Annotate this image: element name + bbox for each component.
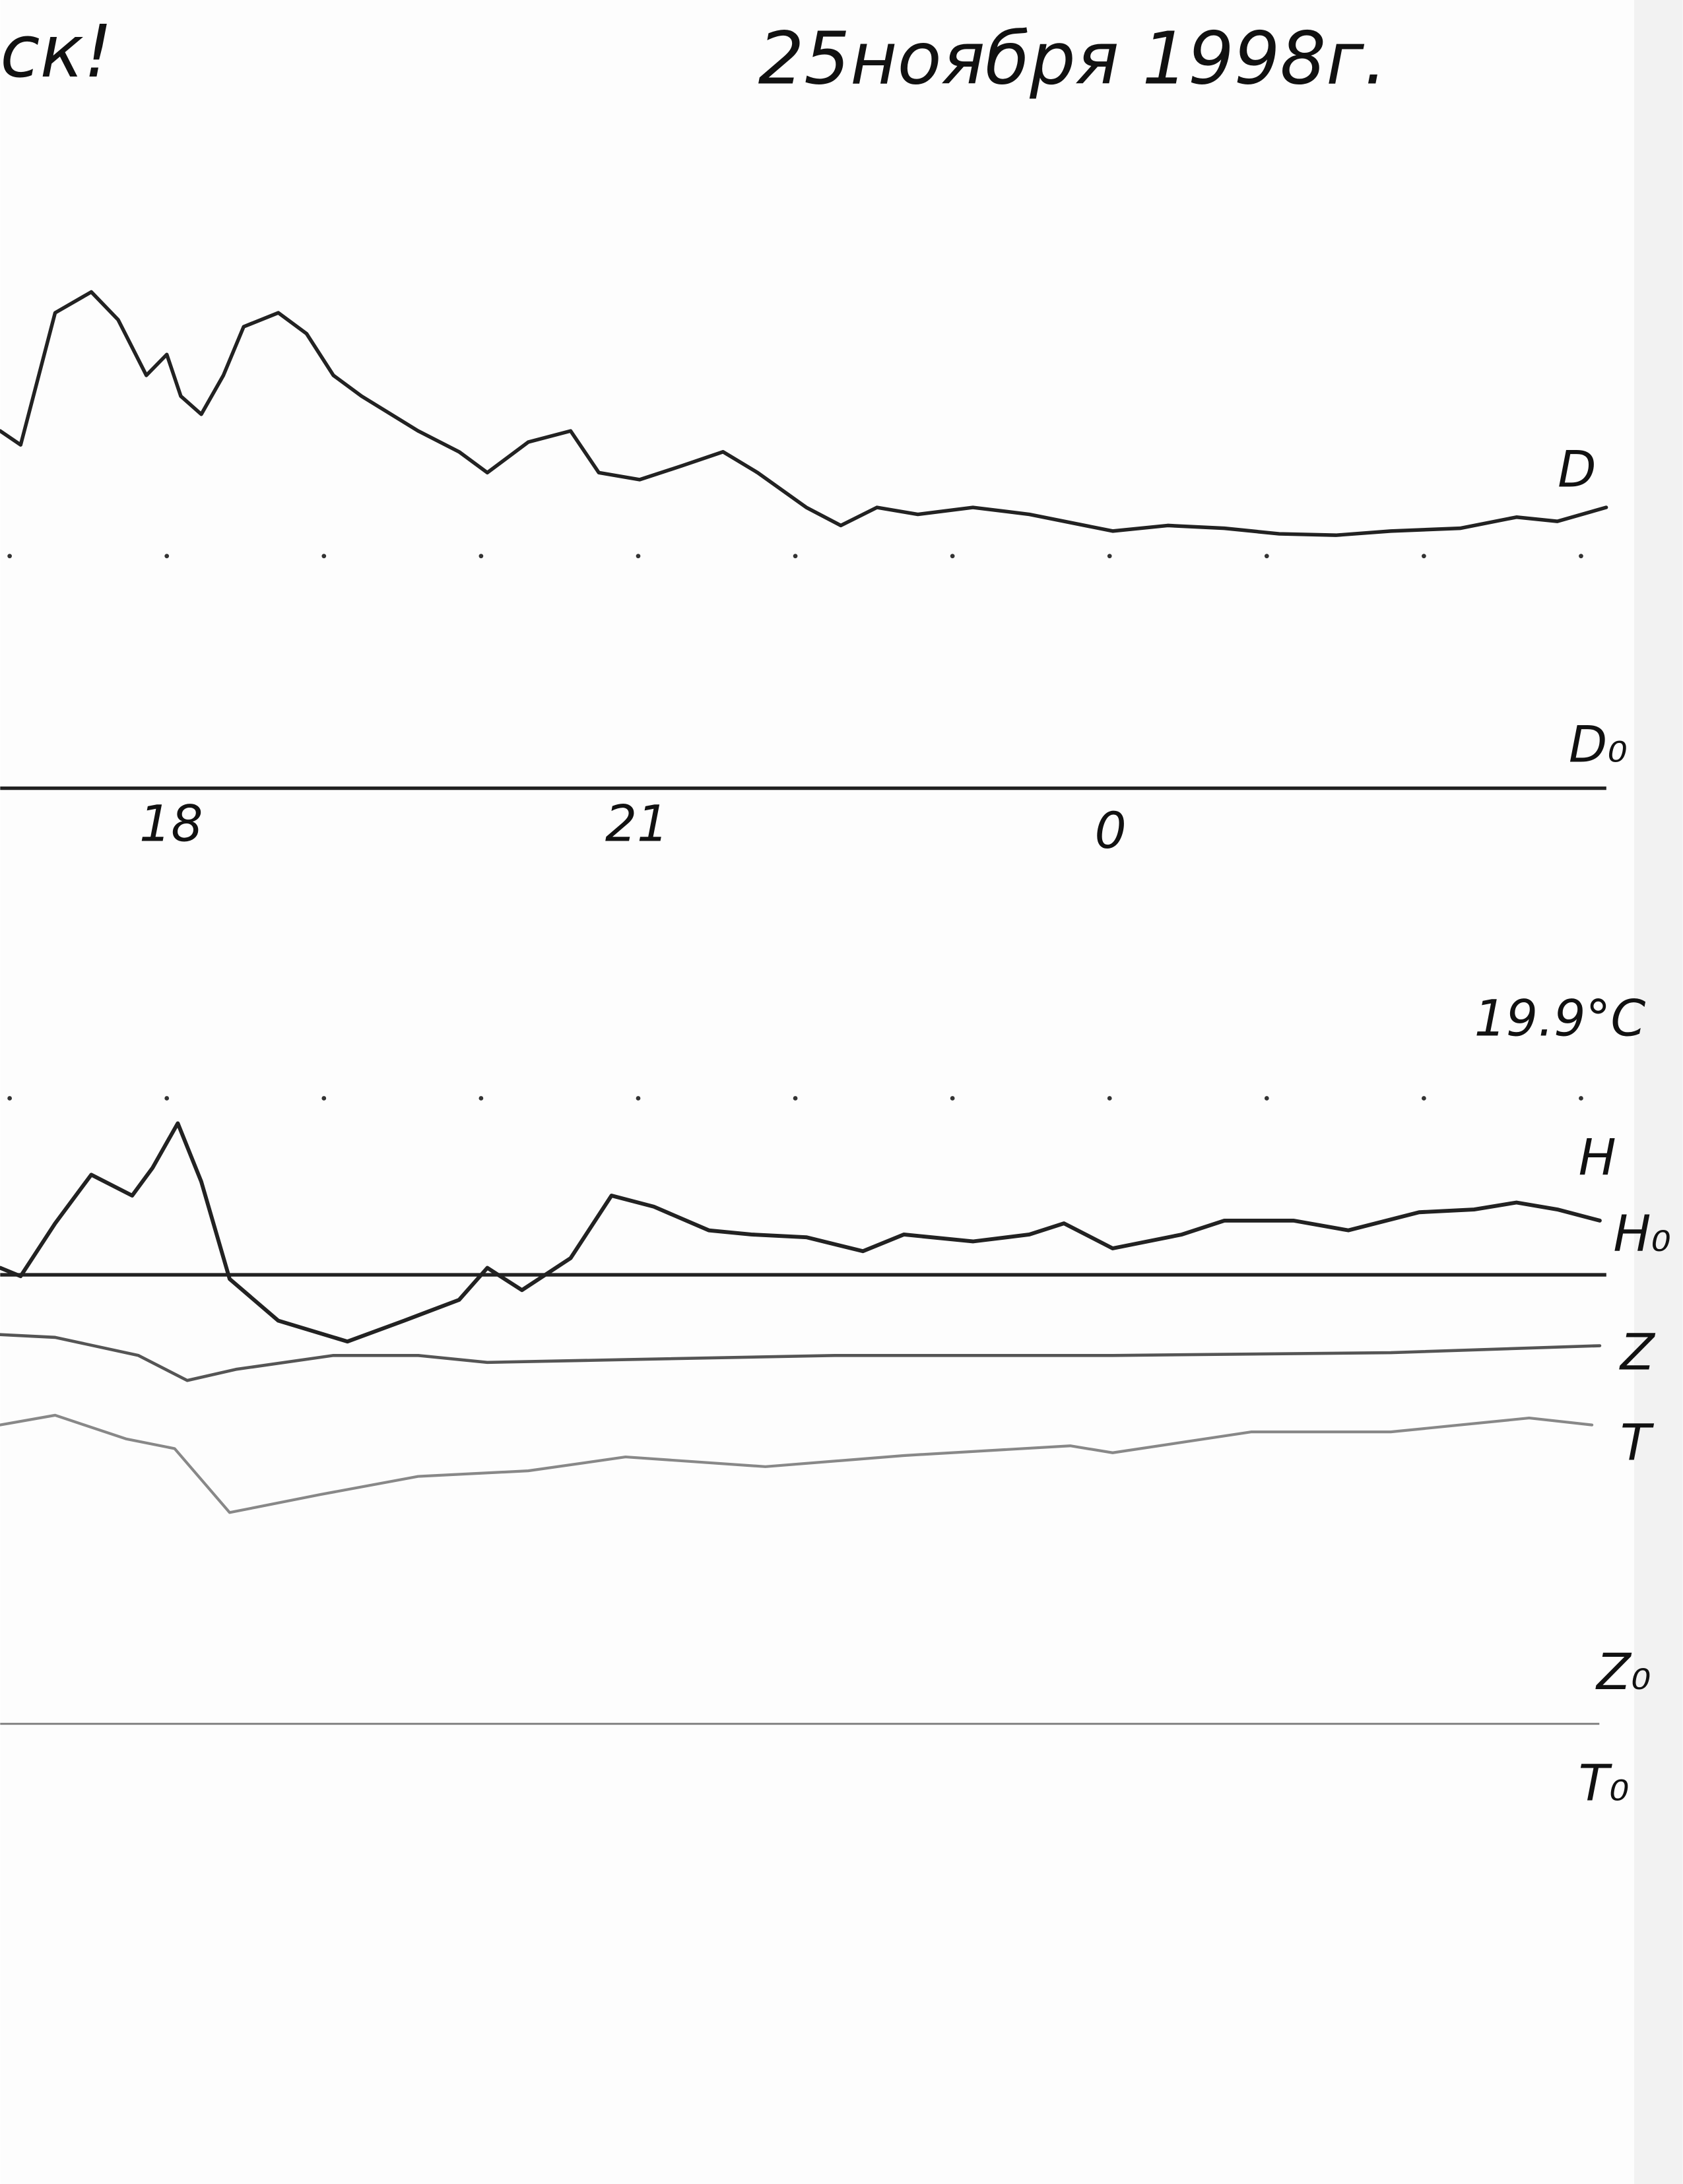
hour-mark xyxy=(321,554,327,559)
series-label-h: H xyxy=(1579,1128,1616,1186)
hour-mark xyxy=(1264,1096,1269,1101)
baseline-label-t0: T₀ xyxy=(1579,1754,1630,1812)
baseline-label-z0: Z₀ xyxy=(1595,1643,1651,1701)
hour-mark xyxy=(636,554,641,559)
header-date: 25ноября 1998г. xyxy=(758,16,1387,100)
baseline-label-h0: H₀ xyxy=(1613,1205,1670,1263)
hour-mark xyxy=(1422,554,1426,559)
hour-mark xyxy=(793,554,798,559)
hour-marks-group xyxy=(7,554,1583,1101)
baseline-label-d0: D₀ xyxy=(1569,716,1628,774)
hour-mark xyxy=(1264,554,1269,559)
header-left-text: ск! xyxy=(0,9,112,94)
hour-mark xyxy=(321,1096,327,1101)
hour-mark xyxy=(164,554,170,559)
hour-mark xyxy=(7,554,13,559)
hour-mark xyxy=(164,1096,170,1101)
hour-mark xyxy=(478,1096,484,1101)
hour-mark xyxy=(793,1096,798,1101)
hour-mark xyxy=(636,1096,641,1101)
hour-mark xyxy=(950,1096,955,1101)
paper-edge xyxy=(1634,0,1683,2184)
series-label-d: D xyxy=(1558,440,1596,498)
hour-mark xyxy=(478,554,484,559)
trace-h xyxy=(0,1121,1602,1344)
tick-label-21: 21 xyxy=(605,795,669,853)
series-label-z: Z xyxy=(1619,1323,1656,1381)
traces-group xyxy=(0,290,1608,1514)
trace-d xyxy=(0,290,1608,537)
trace-t xyxy=(0,1413,1594,1514)
temperature-label: 19.9°C xyxy=(1474,990,1646,1048)
hour-mark xyxy=(7,1096,13,1101)
tick-label-0: 0 xyxy=(1094,802,1126,860)
hour-mark xyxy=(950,554,955,559)
hour-mark xyxy=(1107,554,1112,559)
series-label-t: T xyxy=(1620,1413,1655,1471)
hour-mark xyxy=(1579,1096,1583,1101)
tick-label-18: 18 xyxy=(139,795,203,853)
hour-mark xyxy=(1579,554,1583,559)
trace-z xyxy=(0,1333,1602,1382)
hour-mark xyxy=(1422,1096,1426,1101)
hour-mark xyxy=(1107,1096,1112,1101)
